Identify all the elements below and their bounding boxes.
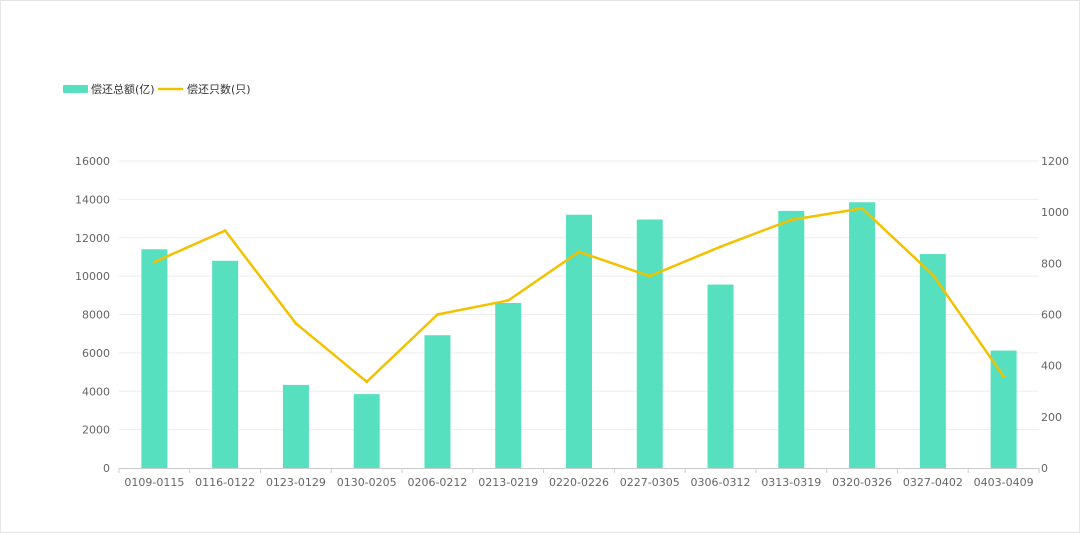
x-tick-label: 0327-0402 — [903, 476, 963, 489]
line-point[interactable] — [294, 321, 298, 325]
x-axis: 0109-0115 0116-0122 0123-0129 0130-0205 0206… — [118, 468, 1040, 489]
x-tick-label: 0109-0115 — [124, 476, 184, 489]
line-point[interactable] — [577, 250, 581, 254]
bar[interactable] — [353, 394, 380, 468]
line-point[interactable] — [719, 245, 723, 249]
x-tick-label: 0313-0319 — [761, 476, 821, 489]
bar[interactable] — [778, 210, 805, 468]
x-tick-label: 0123-0129 — [266, 476, 326, 489]
y-right-tick-label: 400 — [1041, 360, 1062, 373]
y-left-tick-label: 4000 — [82, 385, 110, 398]
bar[interactable] — [990, 350, 1017, 468]
y-left-tick-label: 2000 — [82, 424, 110, 437]
line-point[interactable] — [648, 274, 652, 278]
legend-bar-swatch — [63, 85, 88, 93]
x-tick-label: 0220-0226 — [549, 476, 609, 489]
line-point[interactable] — [789, 218, 793, 222]
line-series — [152, 206, 1006, 384]
line-point[interactable] — [860, 206, 864, 210]
y-left-tick-label: 6000 — [82, 347, 110, 360]
x-tick-label: 0227-0305 — [620, 476, 680, 489]
y-right-tick-label: 0 — [1041, 462, 1048, 475]
bar[interactable] — [495, 302, 522, 468]
y-left-tick-label: 16000 — [75, 155, 110, 168]
bar-series — [141, 202, 1017, 469]
legend: 偿还总额(亿) 偿还只数(只) — [63, 82, 251, 96]
bar[interactable] — [919, 254, 946, 468]
y-left-tick-label: 14000 — [75, 193, 110, 206]
bar[interactable] — [282, 384, 309, 468]
line-point[interactable] — [506, 298, 510, 302]
line-point[interactable] — [435, 313, 439, 316]
line-point[interactable] — [223, 229, 227, 233]
legend-item-line[interactable]: 偿还只数(只) — [158, 82, 251, 96]
x-tick-label: 0206-0212 — [407, 476, 467, 489]
line-point[interactable] — [152, 260, 156, 264]
line-point[interactable] — [365, 380, 369, 384]
legend-bar-label: 偿还总额(亿) — [91, 82, 155, 96]
y-axis-right: 0 200 400 600 800 1000 1200 — [1041, 155, 1069, 475]
bar[interactable] — [849, 202, 876, 469]
y-right-tick-label: 800 — [1041, 257, 1062, 270]
x-tick-label: 0403-0409 — [974, 476, 1034, 489]
legend-item-bar[interactable]: 偿还总额(亿) — [63, 82, 155, 96]
y-right-tick-label: 1000 — [1041, 206, 1069, 219]
line-point[interactable] — [1002, 374, 1006, 378]
legend-line-label: 偿还只数(只) — [187, 82, 251, 96]
y-left-tick-label: 12000 — [75, 232, 110, 245]
bar[interactable] — [707, 284, 734, 468]
bar[interactable] — [636, 219, 663, 468]
bar[interactable] — [141, 249, 168, 468]
y-axis-left: 0 2000 4000 6000 8000 10000 12000 14000 16000 — [75, 155, 110, 475]
line-point[interactable] — [931, 273, 935, 277]
bar[interactable] — [212, 260, 239, 468]
y-right-tick-label: 1200 — [1041, 155, 1069, 168]
x-tick-label: 0213-0219 — [478, 476, 538, 489]
x-tick-label: 0116-0122 — [195, 476, 255, 489]
x-tick-label: 0320-0326 — [832, 476, 892, 489]
y-right-tick-label: 600 — [1041, 309, 1062, 322]
y-left-tick-label: 8000 — [82, 309, 110, 322]
y-left-tick-label: 10000 — [75, 270, 110, 283]
y-right-tick-label: 200 — [1041, 411, 1062, 424]
x-tick-label: 0306-0312 — [691, 476, 751, 489]
x-tick-label: 0130-0205 — [337, 476, 397, 489]
y-left-tick-label: 0 — [103, 462, 110, 475]
bar[interactable] — [424, 335, 451, 468]
